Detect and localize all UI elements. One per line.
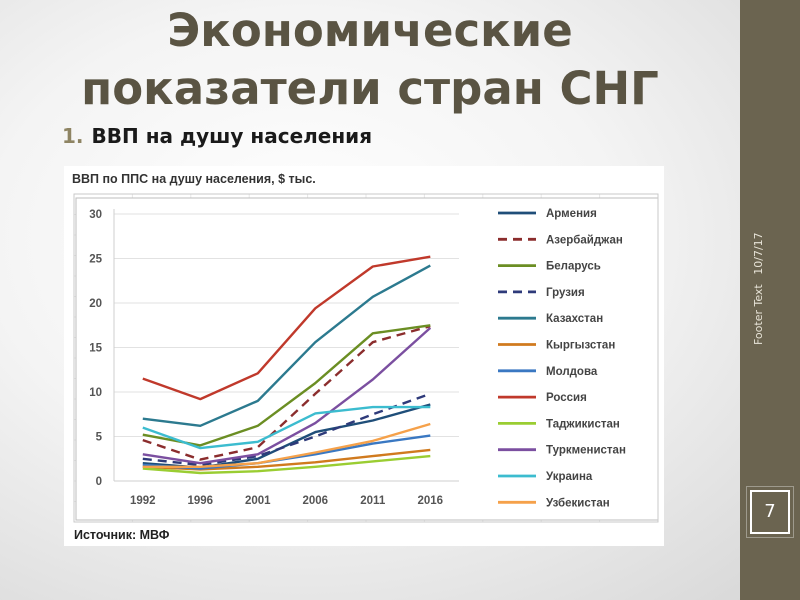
page-number: 7 xyxy=(746,486,794,538)
x-tick-label: 2001 xyxy=(245,495,271,507)
legend-label: Беларусь xyxy=(546,261,601,273)
footer-date: 10/7/17 xyxy=(752,232,765,275)
series-line xyxy=(142,392,431,467)
legend-label: Туркменистан xyxy=(546,445,626,457)
slide-subtitle: 1. ВВП на душу населения xyxy=(62,124,372,148)
series-line xyxy=(142,324,431,461)
legend-label: Кыргызстан xyxy=(546,340,615,352)
slide-title: Экономические показатели стран СНГ xyxy=(0,2,740,118)
legend-label: Узбекистан xyxy=(546,497,610,509)
footer-text: Footer Text xyxy=(752,284,765,345)
x-tick-label: 2016 xyxy=(417,495,443,507)
series-line xyxy=(142,327,432,465)
chart-image: ВВП по ППС на душу населения, $ тыс. 0 5 1… xyxy=(64,166,664,546)
y-tick-label: 30 xyxy=(89,209,102,221)
series-line xyxy=(142,405,431,450)
legend-label: Азербайджан xyxy=(546,234,623,246)
chart-source: Источник: МВФ xyxy=(74,528,170,542)
slide-title-line1: Экономические xyxy=(167,4,573,57)
series-line xyxy=(142,422,431,468)
y-tick-label: 5 xyxy=(96,432,103,444)
legend-label: Молдова xyxy=(546,366,598,378)
legend-label: Украина xyxy=(546,471,593,483)
y-tick-label: 0 xyxy=(96,476,102,488)
y-tick-label: 20 xyxy=(89,298,102,310)
y-tick-label: 15 xyxy=(89,343,102,355)
y-tick-label: 10 xyxy=(89,387,102,399)
legend-label: Грузия xyxy=(546,287,585,299)
x-tick-label: 1996 xyxy=(187,495,213,507)
subtitle-text: ВВП на душу населения xyxy=(91,124,373,148)
legend: Армения Азербайджан Беларусь Грузия Казахста… xyxy=(498,208,626,509)
line-chart: 0 5 10 15 20 25 30 1992 1996 2001 2006 2011 2016 Ар… xyxy=(73,193,659,523)
legend-label: Таджикистан xyxy=(546,418,620,430)
x-tick-labels: 1992 1996 2001 2006 2011 2016 xyxy=(130,495,443,507)
series-line xyxy=(142,454,431,475)
grid-lines xyxy=(73,193,659,523)
x-tick-label: 2006 xyxy=(302,495,328,507)
legend-label: Россия xyxy=(546,392,587,404)
x-tick-label: 1992 xyxy=(130,495,156,507)
legend-label: Армения xyxy=(546,208,597,220)
slide-title-line2: показатели стран СНГ xyxy=(81,62,659,115)
y-tick-labels: 0 5 10 15 20 25 30 xyxy=(89,209,459,488)
plot-frame xyxy=(73,193,659,523)
series-line xyxy=(142,264,431,427)
chart-title: ВВП по ППС на душу населения, $ тыс. xyxy=(72,172,316,186)
series-lines xyxy=(142,255,432,475)
legend-label: Казахстан xyxy=(546,313,603,325)
y-tick-label: 25 xyxy=(89,254,102,266)
subtitle-number: 1. xyxy=(62,124,84,148)
footer: Footer Text 10/7/17 xyxy=(752,226,765,345)
x-tick-label: 2011 xyxy=(360,495,386,507)
series-line xyxy=(142,255,431,401)
